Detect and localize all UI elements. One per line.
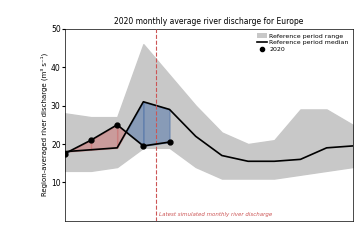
Legend: Reference period range, Reference period median, 2020: Reference period range, Reference period… (256, 32, 350, 54)
Title: 2020 monthly average river discharge for Europe: 2020 monthly average river discharge for… (114, 17, 303, 26)
Text: Latest simulated monthly river discharge: Latest simulated monthly river discharge (159, 212, 272, 217)
Y-axis label: Region-averaged river discharge (m³ s⁻¹): Region-averaged river discharge (m³ s⁻¹) (41, 53, 48, 196)
